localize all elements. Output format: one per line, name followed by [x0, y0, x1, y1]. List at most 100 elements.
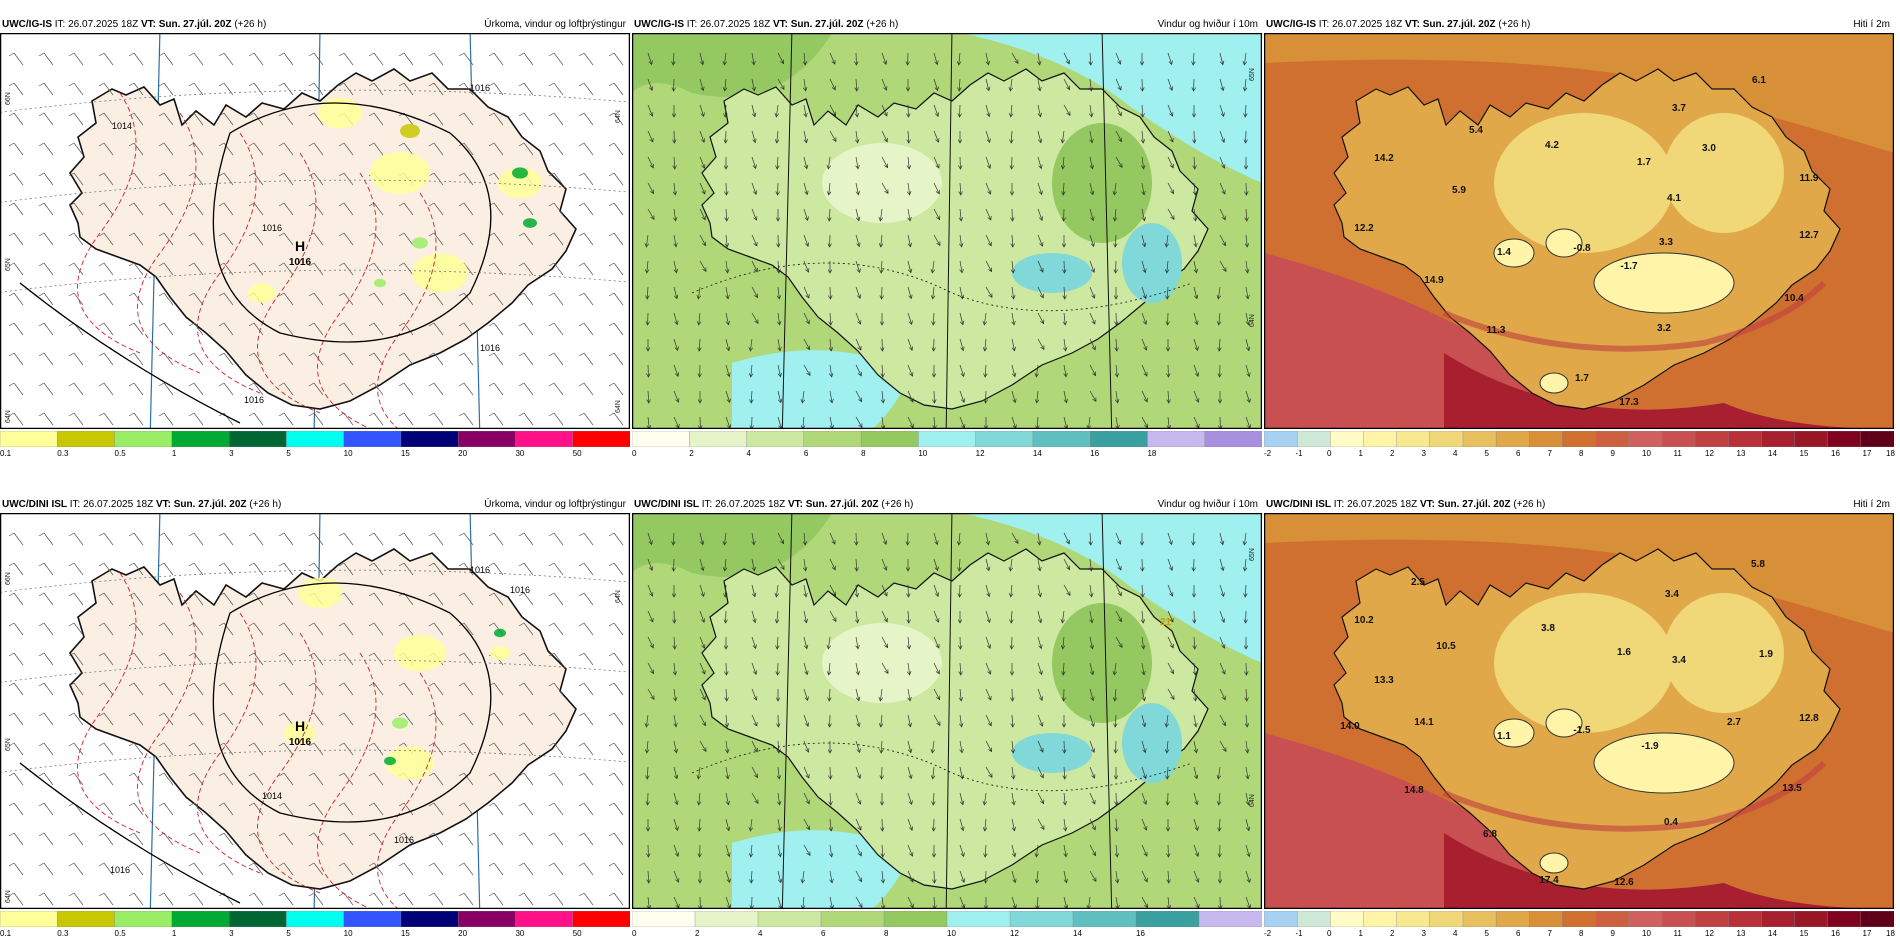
temperature-label: 13.3	[1374, 675, 1394, 686]
colorbar-tick-label: 12	[1705, 929, 1714, 938]
colorbar-tick-label: 0.1	[0, 449, 12, 458]
colorbar-tick-label: 15	[400, 449, 410, 458]
colorbar-tick-label: 8	[861, 449, 866, 458]
init-time: IT: 26.07.2025 18Z	[1331, 499, 1420, 510]
colorbar-tick-label: 16	[1831, 929, 1840, 938]
colorbar-ticks: -2 -1 0 1 2 3 4 5 6 7 8 9 10 11 12 13 14 15 16 17 18	[1264, 449, 1895, 461]
colorbar-segment	[457, 911, 517, 927]
isobar-label: 1016	[262, 223, 282, 233]
colorbar-tick-label: -1	[1295, 449, 1303, 458]
colorbar-tick-label: 50	[572, 449, 582, 458]
colorbar-segment	[1264, 431, 1298, 447]
temperature-label: -0.8	[1573, 243, 1591, 254]
weather-map: 65N 64N	[632, 33, 1262, 429]
model-run-info: UWC/DINI ISL IT: 26.07.2025 18Z VT: Sun.…	[1266, 497, 1545, 513]
colorbar-segment	[1363, 431, 1398, 447]
colorbar-tick-label: 12	[1010, 929, 1019, 938]
colorbar	[1264, 911, 1894, 927]
temperature-label: 3.3	[1659, 237, 1673, 248]
colorbar-segment	[1628, 431, 1663, 447]
panel-header: UWC/IG-IS IT: 26.07.2025 18Z VT: Sun. 27…	[1264, 17, 1894, 33]
colorbar-segment	[1363, 911, 1398, 927]
isobar-label: 1016	[394, 835, 414, 845]
init-time: IT: 26.07.2025 18Z	[1316, 19, 1405, 30]
high-pressure-marker: H	[295, 238, 305, 254]
latitude-label: 64N	[615, 400, 622, 413]
panel-header: UWC/DINI ISL IT: 26.07.2025 18Z VT: Sun.…	[0, 497, 630, 513]
panel-header: UWC/DINI ISL IT: 26.07.2025 18Z VT: Sun.…	[1264, 497, 1894, 513]
model-name: UWC/DINI ISL	[634, 499, 699, 510]
temperature-label: 14.8	[1404, 785, 1424, 796]
valid-time-label: VT:	[155, 499, 171, 510]
colorbar-tick-label: 4	[1453, 449, 1458, 458]
colorbar-tick-label: 15	[1799, 449, 1809, 458]
colorbar-segment	[746, 431, 805, 447]
model-run-info: UWC/IG-IS IT: 26.07.2025 18Z VT: Sun. 27…	[634, 17, 898, 33]
panel-header: UWC/DINI ISL IT: 26.07.2025 18Z VT: Sun.…	[632, 497, 1262, 513]
model-name: UWC/DINI ISL	[2, 499, 67, 510]
model-run-info: UWC/DINI ISL IT: 26.07.2025 18Z VT: Sun.…	[634, 497, 913, 513]
colorbar-segment	[1089, 431, 1149, 447]
colorbar-tick-label: 2	[695, 929, 700, 938]
temperature-label: 10.4	[1784, 293, 1804, 304]
colorbar-segment	[1529, 431, 1564, 447]
valid-time: Sun. 27.júl. 20Z	[1422, 19, 1496, 30]
high-pressure-marker: H	[295, 718, 305, 734]
latitude-label: 65N	[5, 738, 12, 751]
isobar-label: 1014	[112, 121, 132, 131]
colorbar-tick-label: 3	[229, 929, 234, 938]
weather-map: 1016 1016 1014 1016 1016 H 1016 66N 65N 64N 64N	[0, 513, 630, 909]
colorbar-tick-label: 10	[918, 449, 928, 458]
weather-map: 5.8 2.5 3.4 10.2 3.8 10.5 1.6 3.4 1.9 13.3 14.0 14.…	[1264, 513, 1894, 909]
temperature-label: 3.7	[1672, 103, 1686, 114]
temperature-label: 17.3	[1619, 397, 1639, 408]
valid-time-label: VT:	[1404, 19, 1420, 30]
temperature-label: 2.7	[1727, 717, 1741, 728]
panel-title: Úrkoma, vindur og loftþrýstingur	[484, 499, 626, 510]
colorbar	[0, 431, 630, 447]
temperature-label: 10.2	[1354, 615, 1374, 626]
colorbar-ticks: 0 2 4 6 8 10 12 14 16	[632, 929, 1262, 941]
colorbar-tick-label: 7	[1547, 449, 1552, 458]
temperature-label: 12.8	[1799, 713, 1819, 724]
colorbar-segment	[1761, 911, 1796, 927]
latitude-label: 65N	[5, 258, 12, 271]
colorbar-tick-label: 18	[1886, 929, 1895, 938]
temperature-label: 6.1	[1752, 75, 1766, 86]
latitude-label: 65N	[1249, 68, 1256, 81]
temperature-label: 2.5	[1411, 577, 1425, 588]
colorbar-tick-label: 18	[1886, 449, 1895, 458]
colorbar-segment	[0, 911, 58, 927]
colorbar-tick-label: 10	[343, 449, 353, 458]
colorbar-tick-label: -2	[1264, 449, 1272, 458]
colorbar-tick-label: 7	[1547, 929, 1552, 938]
colorbar-tick-label: 0.3	[57, 449, 69, 458]
colorbar-tick-label: 17	[1862, 449, 1872, 458]
colorbar-tick-label: -1	[1295, 929, 1303, 938]
colorbar	[632, 431, 1262, 447]
colorbar-segment	[343, 911, 402, 927]
colorbar-segment	[572, 431, 630, 447]
valid-time: Sun. 27.júl. 20Z	[805, 499, 879, 510]
latitude-label: 64N	[615, 590, 622, 603]
temperature-label: 5.4	[1469, 125, 1483, 136]
panel-title: Úrkoma, vindur og loftþrýstingur	[484, 19, 626, 30]
colorbar-segment	[632, 911, 696, 927]
colorbar-tick-label: 17	[1862, 929, 1872, 938]
temperature-label: -1.5	[1573, 725, 1591, 736]
latitude-label: 64N	[1249, 794, 1256, 807]
colorbar-segment	[1562, 911, 1597, 927]
lead-time: (+26 h)	[881, 499, 914, 510]
colorbar-tick-label: 6	[1516, 929, 1521, 938]
colorbar-tick-label: 12	[1705, 449, 1714, 458]
colorbar-segment	[1330, 911, 1365, 927]
colorbar-tick-label: 3	[229, 449, 234, 458]
weather-map: 6.1 3.7 5.4 4.2 1.7 3.0 14.2 5.9 4.1 11.9 12.2 -0.8…	[1264, 33, 1894, 429]
colorbar	[632, 911, 1262, 927]
colorbar-segment	[1628, 911, 1663, 927]
lead-time: (+26 h)	[1513, 499, 1546, 510]
colorbar-tick-label: 10	[1642, 449, 1651, 458]
colorbar-tick-label: 0.5	[114, 449, 126, 458]
colorbar-tick-label: 5	[286, 449, 291, 458]
colorbar-segment	[1661, 911, 1696, 927]
